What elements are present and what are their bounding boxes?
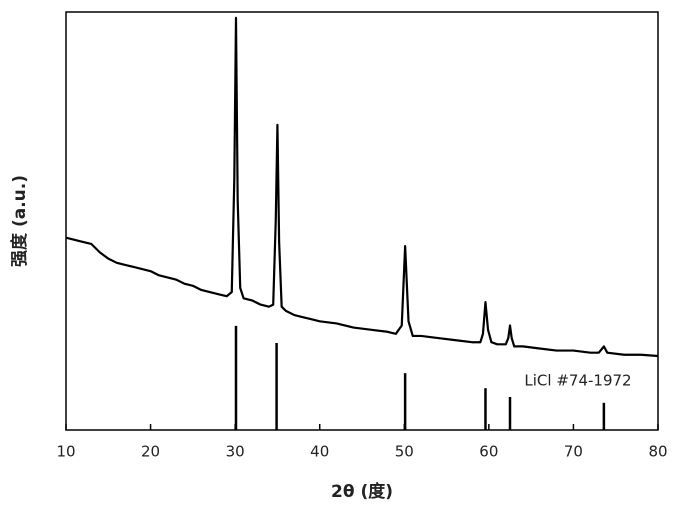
reference-label: LiCl #74-1972 <box>524 372 631 390</box>
x-tick-label: 50 <box>395 443 414 461</box>
x-tick-label: 40 <box>310 443 329 461</box>
x-axis-title: 2θ (度) <box>331 481 393 502</box>
x-tick-label: 20 <box>141 443 160 461</box>
x-tick-label: 30 <box>226 443 245 461</box>
x-tick-label: 10 <box>56 443 75 461</box>
x-tick-label: 70 <box>564 443 583 461</box>
x-tick-label: 60 <box>479 443 498 461</box>
page: {"chart_data": {"type": "line", "x_label… <box>0 0 676 512</box>
plot-frame <box>66 12 658 430</box>
chart: 2θ (度) 强度 (a.u.) LiCl #74-1972 10 20 30 40 5… <box>0 0 676 512</box>
y-axis-title: 强度 (a.u.) <box>9 175 30 267</box>
pattern-line <box>66 18 658 356</box>
x-tick-label: 80 <box>648 443 667 461</box>
